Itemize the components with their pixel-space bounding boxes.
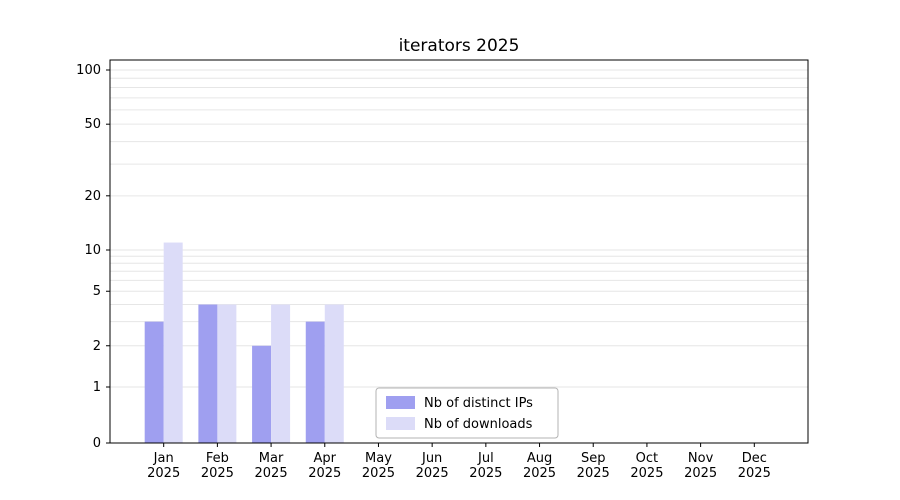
x-axis-tick-label-month: Apr — [314, 451, 337, 466]
legend-label: Nb of downloads — [424, 417, 533, 432]
x-axis-tick-label-month: Oct — [636, 451, 658, 466]
x-axis-tick-label-year: 2025 — [577, 466, 610, 481]
y-axis-tick-label: 20 — [84, 189, 101, 204]
x-axis-tick-label-month: Aug — [527, 451, 552, 466]
x-axis-tick-label-year: 2025 — [362, 466, 395, 481]
bar-nb-of-downloads-jan — [163, 242, 183, 443]
bar-nb-of-distinct-ips-apr — [305, 321, 325, 443]
legend: Nb of distinct IPs Nb of downloads — [375, 387, 559, 439]
x-axis-tick-label-year: 2025 — [738, 466, 771, 481]
x-axis-tick-label-year: 2025 — [630, 466, 663, 481]
plot-area: 0125102050100Jan2025Feb2025Mar2025Apr202… — [76, 59, 809, 481]
x-axis-tick-label-month: Feb — [206, 451, 229, 466]
x-axis-tick-label-month: Sep — [581, 451, 606, 466]
legend-label: Nb of distinct IPs — [424, 396, 533, 411]
x-axis-tick-label-year: 2025 — [523, 466, 556, 481]
chart-title: iterators 2025 — [399, 36, 520, 56]
bar-nb-of-downloads-apr — [324, 304, 344, 443]
x-axis-tick-label-month: Mar — [259, 451, 284, 466]
x-axis-tick-label-month: Jun — [421, 451, 442, 466]
bar-nb-of-distinct-ips-mar — [252, 345, 272, 443]
y-axis-tick-label: 100 — [76, 63, 101, 78]
x-axis-tick-label-year: 2025 — [255, 466, 288, 481]
bar-nb-of-distinct-ips-feb — [198, 304, 218, 443]
y-axis-tick-label: 1 — [93, 380, 101, 395]
y-axis-tick-label: 0 — [93, 436, 101, 451]
x-axis-tick-label-month: Nov — [688, 451, 714, 466]
x-axis-tick-label-year: 2025 — [201, 466, 234, 481]
bar-nb-of-downloads-feb — [217, 304, 237, 443]
x-axis-tick-label-month: Jan — [153, 451, 174, 466]
legend-swatch — [386, 417, 415, 430]
y-axis-tick-label: 2 — [93, 339, 101, 354]
y-axis-tick-label: 5 — [93, 284, 101, 299]
x-axis-tick-label-year: 2025 — [147, 466, 180, 481]
legend-swatch — [386, 396, 415, 409]
x-axis-tick-label-year: 2025 — [416, 466, 449, 481]
x-axis-tick-label-year: 2025 — [469, 466, 502, 481]
y-axis-tick-label: 50 — [84, 117, 101, 132]
y-axis-tick-label: 10 — [84, 243, 101, 258]
x-axis-tick-label-month: Jul — [477, 451, 494, 466]
legend-box — [375, 387, 559, 439]
x-axis-tick-label-year: 2025 — [308, 466, 341, 481]
plot-border — [109, 59, 809, 444]
bar-nb-of-downloads-mar — [271, 304, 291, 443]
x-axis-tick-label-month: May — [365, 451, 392, 466]
bar-nb-of-distinct-ips-jan — [144, 321, 164, 443]
x-axis-tick-label-month: Dec — [742, 451, 767, 466]
x-axis-tick-label-year: 2025 — [684, 466, 717, 481]
